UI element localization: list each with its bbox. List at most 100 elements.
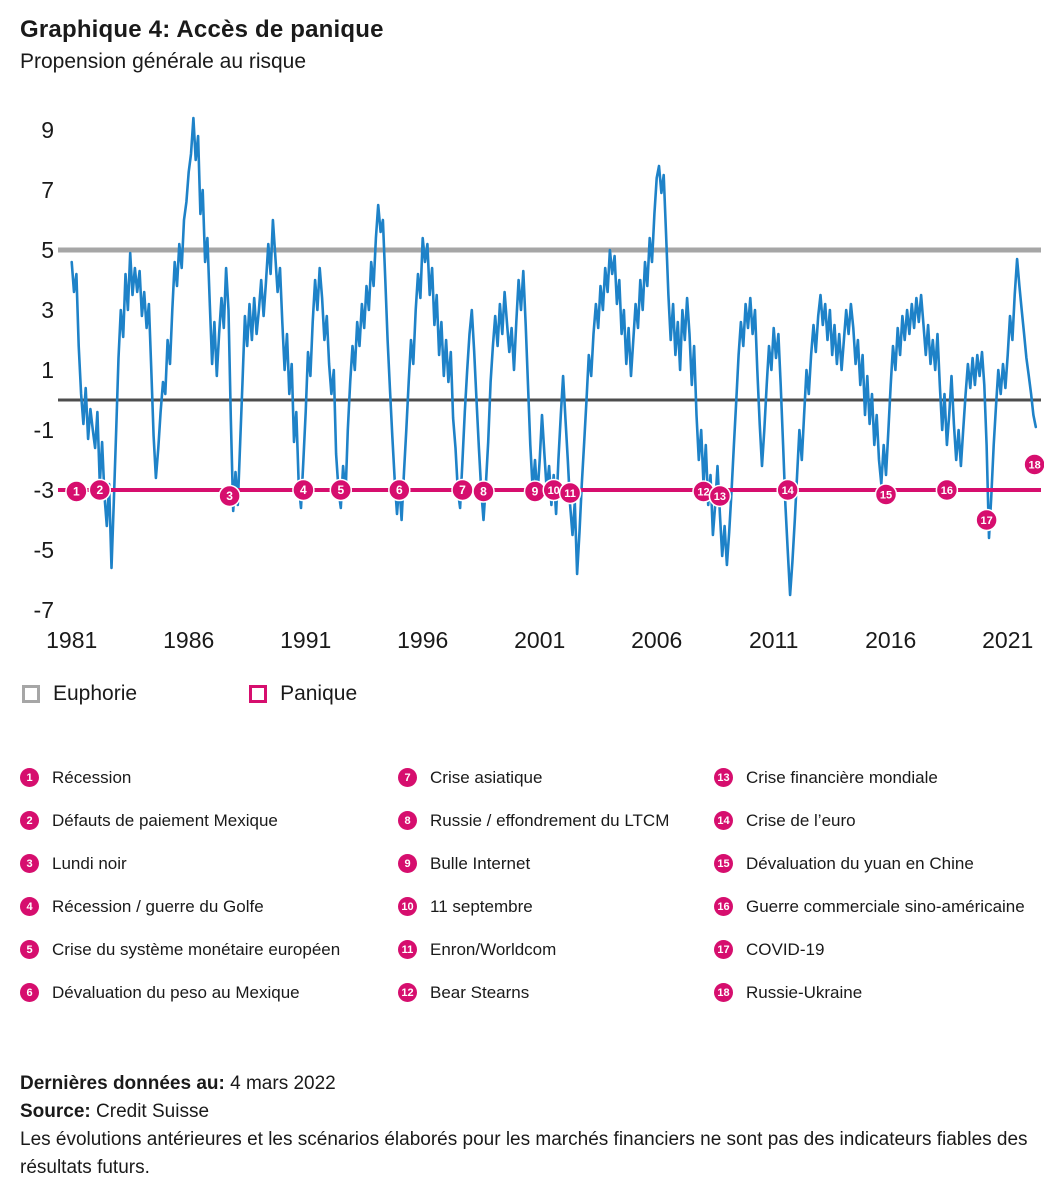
event-marker-circle — [1023, 453, 1044, 476]
event-label: Dévaluation du yuan en Chine — [746, 853, 974, 873]
event-number-badge: 4 — [20, 897, 39, 916]
x-axis-label: 2001 — [514, 627, 565, 653]
event-marker-number: 17 — [980, 515, 992, 527]
event-label: Crise asiatique — [430, 767, 543, 787]
x-axis-label: 1981 — [46, 627, 97, 653]
event-item: 14 Crise de l’euro — [714, 811, 1044, 831]
event-marker-number: 13 — [714, 491, 726, 503]
event-marker-number: 9 — [532, 485, 539, 499]
event-marker-number: 16 — [941, 485, 953, 497]
event-marker-circle — [88, 478, 112, 502]
event-label: Lundi noir — [52, 853, 127, 873]
event-label: Récession / guerre du Golfe — [52, 896, 264, 916]
legend-label-euphorie: Euphorie — [53, 682, 138, 705]
y-axis-label: -7 — [34, 597, 54, 623]
event-marker-number: 3 — [226, 489, 233, 503]
event-marker: 1 — [65, 480, 88, 503]
event-marker: 11 — [558, 481, 582, 505]
event-marker: 15 — [874, 483, 898, 506]
event-number-badge: 2 — [20, 811, 39, 830]
event-marker: 4 — [292, 478, 315, 502]
event-number-badge: 18 — [714, 983, 733, 1002]
event-marker: 17 — [975, 508, 998, 532]
event-marker-number: 15 — [880, 490, 892, 502]
event-label: Russie / effondrement du LTCM — [430, 810, 670, 830]
event-marker-circle — [65, 480, 88, 503]
event-number-badge: 5 — [20, 940, 39, 959]
event-item: 18 Russie-Ukraine — [714, 983, 1044, 1003]
event-item: 11 Enron/Worldcom — [398, 940, 714, 960]
event-marker: 3 — [218, 484, 241, 508]
event-marker-circle — [329, 478, 353, 502]
event-label: COVID-19 — [746, 939, 825, 959]
event-marker: 2 — [88, 478, 112, 502]
event-marker-circle — [975, 508, 998, 532]
event-marker-number: 2 — [96, 483, 103, 497]
event-marker-number: 8 — [480, 485, 487, 499]
event-item: 1 Récession — [20, 768, 398, 788]
event-number-badge: 16 — [714, 897, 733, 916]
event-marker: 7 — [451, 478, 474, 502]
event-label: Crise financière mondiale — [746, 767, 938, 787]
event-item: 4 Récession / guerre du Golfe — [20, 897, 398, 917]
event-label: Crise du système monétaire européen — [52, 939, 341, 959]
event-number-badge: 12 — [398, 983, 417, 1002]
event-marker: 9 — [523, 480, 547, 503]
source-value: Credit Suisse — [96, 1101, 210, 1122]
event-label: Crise de l’euro — [746, 810, 856, 830]
event-label: Dévaluation du peso au Mexique — [52, 982, 300, 1002]
event-marker-circle — [292, 478, 315, 502]
event-item: 2 Défauts de paiement Mexique — [20, 811, 398, 831]
event-label: 11 septembre — [430, 896, 533, 916]
disclaimer-text: Les évolutions antérieures et les scénar… — [20, 1129, 1028, 1178]
event-marker-number: 10 — [548, 485, 560, 497]
legend-item-panique: Panique — [249, 682, 357, 706]
event-number-badge: 10 — [398, 897, 417, 916]
events-grid: 1 Récession 2 Défauts de paiement Mexique 3 L… — [20, 756, 1044, 1014]
event-number-badge: 11 — [398, 940, 417, 959]
event-item: 8 Russie / effondrement du LTCM — [398, 811, 714, 831]
event-item: 5 Crise du système monétaire européen — [20, 940, 398, 960]
x-axis-label: 2006 — [631, 627, 682, 653]
event-item: 13 Crise financière mondiale — [714, 768, 1044, 788]
x-axis-label: 2021 — [982, 627, 1033, 653]
event-marker-number: 1 — [73, 485, 80, 499]
event-label: Bulle Internet — [430, 853, 531, 873]
event-marker: 16 — [935, 478, 959, 502]
event-marker: 5 — [329, 478, 353, 502]
event-item: 16 Guerre commerciale sino-américaine — [714, 897, 1044, 917]
event-item: 15 Dévaluation du yuan en Chine — [714, 854, 1044, 874]
event-marker-circle — [218, 484, 241, 508]
event-marker-number: 18 — [1028, 460, 1040, 472]
event-marker-number: 11 — [564, 488, 576, 500]
event-number-badge: 6 — [20, 983, 39, 1002]
last-data-line: Dernières données au: 4 mars 2022 — [20, 1070, 1044, 1098]
x-axis-label: 2016 — [865, 627, 916, 653]
x-axis-label: 1991 — [280, 627, 331, 653]
source-line: Source: Credit Suisse — [20, 1098, 1044, 1126]
source-label: Source: — [20, 1101, 91, 1122]
event-marker-circle — [708, 484, 732, 508]
last-data-value: 4 mars 2022 — [230, 1073, 336, 1094]
y-axis-label: 9 — [41, 117, 54, 143]
event-marker-circle — [472, 480, 495, 503]
event-number-badge: 14 — [714, 811, 733, 830]
event-marker-number: 14 — [782, 485, 795, 497]
euphorie-swatch — [22, 685, 40, 703]
event-marker: 8 — [472, 480, 495, 503]
event-number-badge: 17 — [714, 940, 733, 959]
last-data-label: Dernières données au: — [20, 1073, 225, 1094]
event-item: 12 Bear Stearns — [398, 983, 714, 1003]
event-item: 7 Crise asiatique — [398, 768, 714, 788]
event-marker: 13 — [708, 484, 732, 508]
y-axis-label: 7 — [41, 177, 54, 203]
event-marker-number: 5 — [337, 483, 344, 497]
page-subtitle: Propension générale au risque — [20, 50, 307, 73]
event-label: Défauts de paiement Mexique — [52, 810, 278, 830]
event-item: 3 Lundi noir — [20, 854, 398, 874]
event-marker-circle — [935, 478, 959, 502]
y-axis-label: 5 — [41, 237, 54, 263]
event-number-badge: 9 — [398, 854, 417, 873]
x-axis-label: 2011 — [749, 627, 798, 653]
